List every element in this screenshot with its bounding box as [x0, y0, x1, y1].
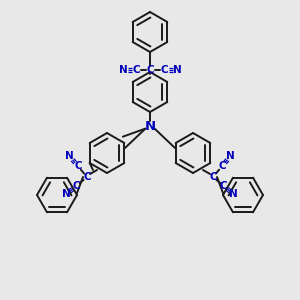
Text: N: N: [226, 151, 235, 161]
Text: C: C: [218, 161, 226, 171]
Text: C: C: [146, 65, 154, 75]
Text: N: N: [118, 65, 127, 75]
Text: N: N: [65, 151, 74, 161]
Text: C: C: [220, 181, 227, 191]
Text: N: N: [62, 189, 71, 200]
Text: N: N: [172, 65, 182, 75]
Text: C: C: [74, 161, 82, 171]
Text: N: N: [229, 189, 238, 200]
Text: C: C: [73, 181, 80, 191]
Text: C: C: [83, 172, 91, 182]
Text: N: N: [144, 119, 156, 133]
Text: C: C: [209, 172, 217, 182]
Text: C: C: [160, 65, 168, 75]
Text: C: C: [132, 65, 140, 75]
